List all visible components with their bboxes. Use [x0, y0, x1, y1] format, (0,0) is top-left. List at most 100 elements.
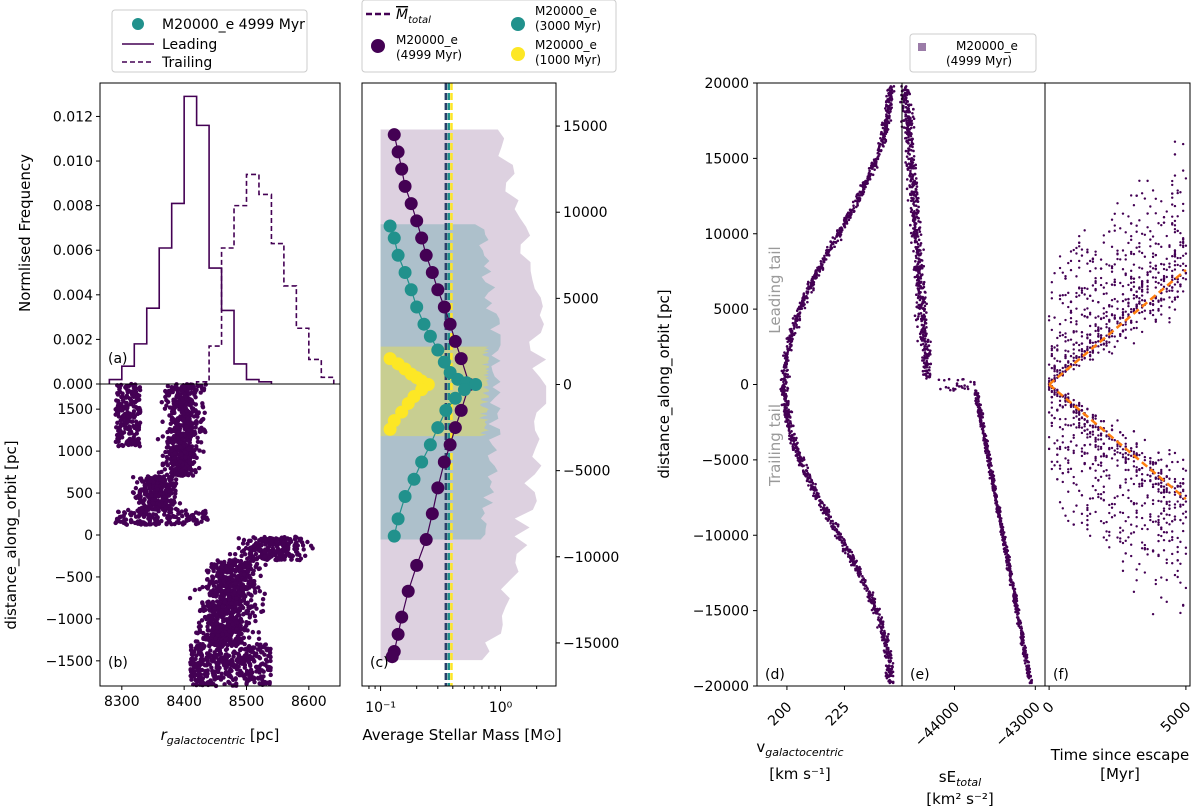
b-point	[164, 521, 169, 527]
b-point	[201, 630, 206, 636]
b-point	[253, 551, 259, 557]
b-point	[224, 646, 230, 652]
d-point	[790, 334, 794, 338]
d-point	[852, 206, 856, 210]
b-point	[277, 550, 282, 555]
b-point	[189, 650, 195, 655]
series-point	[431, 481, 445, 495]
d-point	[886, 655, 890, 659]
b-point	[187, 595, 193, 601]
legend-c-3000-l2: (3000 Myr)	[535, 19, 601, 33]
b-point	[133, 485, 139, 491]
b-point	[201, 604, 207, 609]
d-point	[794, 444, 798, 448]
series-point	[383, 219, 397, 233]
b-point	[250, 584, 256, 589]
b-point	[162, 512, 167, 517]
series-point	[425, 266, 439, 280]
b-point	[119, 435, 125, 440]
d-point	[797, 463, 801, 467]
d-point	[886, 104, 889, 108]
d-point	[885, 643, 888, 647]
b-point	[205, 603, 210, 608]
e-point	[925, 345, 929, 349]
series-point	[401, 584, 415, 598]
b-point	[222, 682, 227, 687]
d-point	[807, 484, 810, 487]
d-point	[854, 205, 858, 209]
b-point	[183, 511, 189, 517]
d-point	[863, 587, 867, 590]
e-point	[937, 378, 941, 382]
b-point	[167, 520, 173, 525]
b-point	[175, 394, 180, 400]
panel-b-ylabel: distance_along_orbit [pc]	[2, 440, 21, 629]
b-point	[205, 586, 210, 591]
b-point	[246, 660, 252, 665]
b-point	[215, 669, 221, 675]
b-ytick-label: −1000	[46, 612, 93, 628]
d-point	[815, 276, 818, 279]
b-point	[136, 397, 142, 402]
d-point	[794, 449, 798, 453]
d-point	[829, 519, 833, 523]
b-point	[126, 383, 132, 389]
series-point	[448, 421, 462, 435]
b-point	[153, 507, 158, 512]
b-point	[178, 469, 183, 474]
b-point	[140, 479, 145, 484]
b-point	[168, 515, 173, 520]
b-point	[219, 623, 224, 629]
b-point	[221, 642, 226, 648]
d-point	[790, 436, 794, 440]
d-point	[887, 639, 890, 642]
b-point	[239, 604, 245, 609]
b-point	[115, 509, 121, 515]
d-point	[855, 564, 859, 568]
b-point	[164, 403, 169, 408]
b-point	[157, 502, 162, 507]
b-point	[137, 405, 142, 411]
series-point	[407, 472, 421, 486]
d-point	[883, 638, 886, 642]
b-point	[239, 618, 244, 624]
d-point	[885, 646, 889, 649]
d-point	[790, 343, 793, 347]
d-point	[847, 218, 851, 222]
d-point	[841, 549, 845, 553]
b-point	[282, 557, 287, 562]
b-point	[194, 518, 199, 523]
series-point	[419, 533, 433, 547]
b-point	[175, 416, 181, 421]
b-point	[121, 520, 126, 526]
panel-c-mean-lines	[444, 83, 453, 686]
b-point	[238, 581, 244, 586]
c-ytick-label: 10000	[563, 205, 608, 221]
b-point	[190, 452, 196, 458]
d-point	[784, 403, 787, 407]
b-point	[159, 486, 164, 491]
d-point	[865, 586, 869, 589]
b-xtick-label: 8300	[104, 694, 140, 710]
b-point	[193, 677, 198, 683]
d-point	[810, 478, 813, 482]
b-point	[227, 628, 232, 634]
b-point	[201, 449, 206, 454]
b-point	[261, 674, 266, 679]
d-point	[872, 607, 875, 611]
b-point	[257, 566, 262, 571]
b-point	[150, 501, 156, 506]
b-point	[229, 573, 234, 579]
b-point	[155, 515, 160, 520]
legend-c: Mtotal M20000_e (4999 Myr) M20000_e (300…	[361, 0, 617, 73]
e-point	[915, 293, 918, 297]
b-point	[247, 644, 252, 650]
d-point	[859, 580, 863, 584]
d-point	[880, 131, 883, 134]
d-point	[783, 407, 786, 411]
legend-a-marker-scatter	[132, 18, 144, 30]
b-point	[212, 677, 218, 682]
b-point	[135, 411, 141, 417]
d-point	[802, 295, 805, 298]
